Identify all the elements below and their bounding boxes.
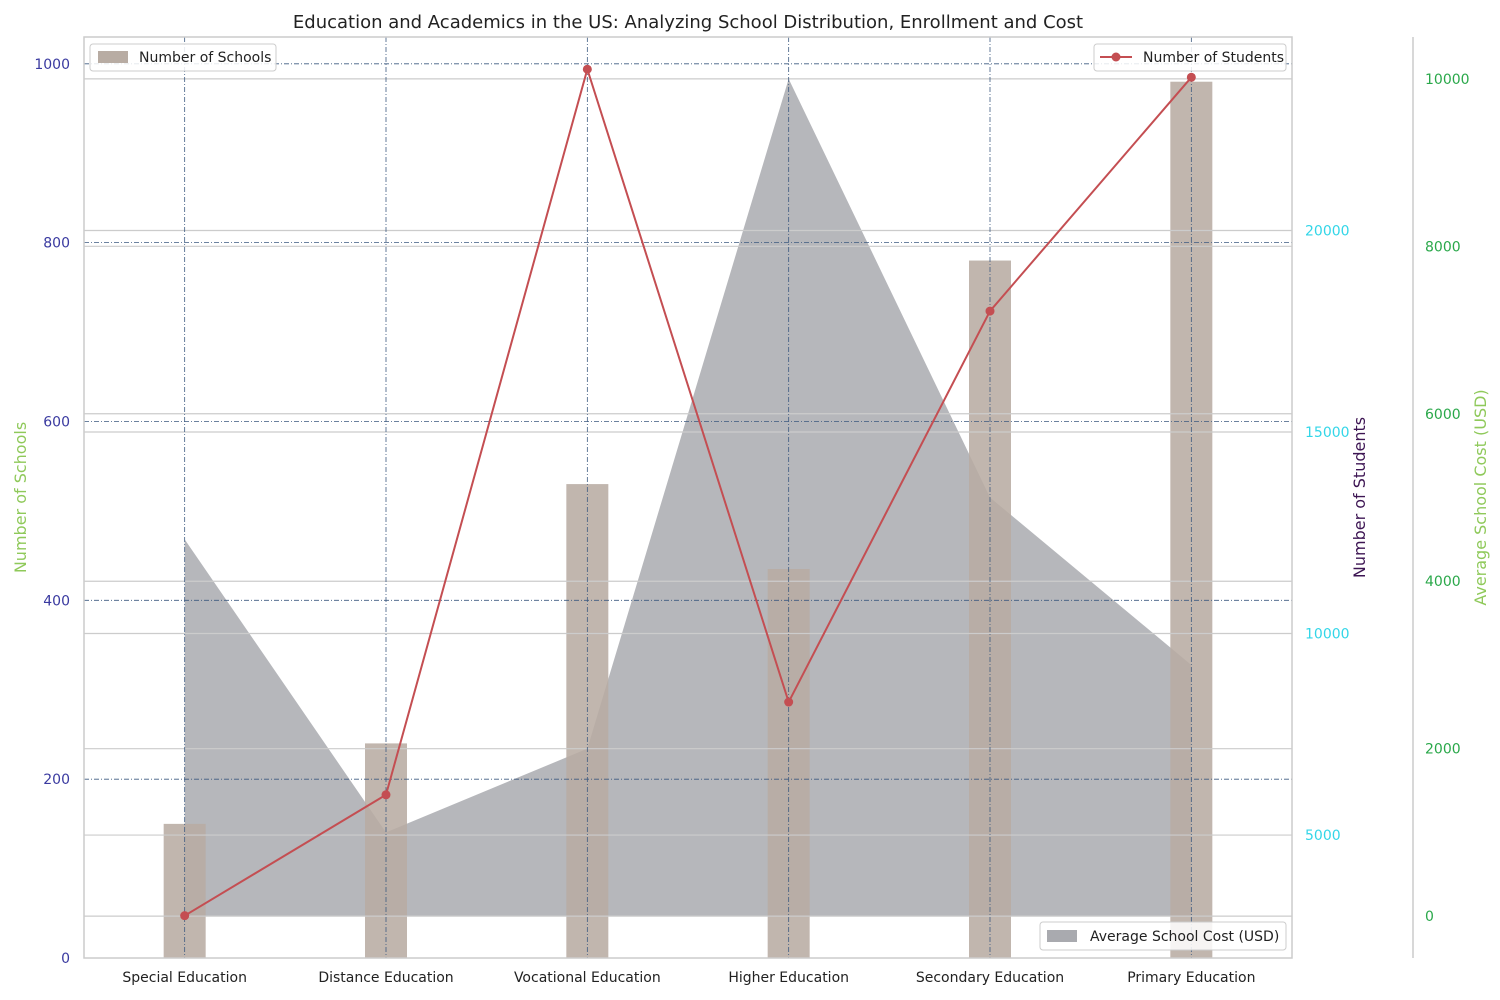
category-tick-label: Primary Education <box>1127 970 1255 986</box>
students-line-layer <box>180 64 1196 921</box>
students-point <box>381 790 391 800</box>
chart-title: Education and Academics in the US: Analy… <box>293 12 1083 33</box>
students-axis-label: Number of Students <box>1350 417 1369 578</box>
schools-axis-label: Number of Schools <box>11 422 30 573</box>
cost-tick-label: 2000 <box>1425 742 1461 758</box>
cost-tick-label: 10000 <box>1425 72 1470 88</box>
legend-students-marker <box>1111 52 1121 62</box>
legend-cost-box <box>1039 921 1287 951</box>
plot-frame <box>83 36 1293 959</box>
schools-tick-label: 200 <box>43 772 70 788</box>
cost-area <box>184 78 1192 917</box>
cost-tick-label: 6000 <box>1425 407 1461 423</box>
category-tick-label: Vocational Education <box>514 970 661 986</box>
legend-schools-swatch <box>98 51 128 63</box>
legends-layer: Number of Schools Number of Students Avera… <box>89 43 1287 951</box>
legend-students-label: Number of Students <box>1143 50 1284 66</box>
cost-tick-label: 0 <box>1425 909 1434 925</box>
students-point <box>1186 72 1196 82</box>
category-tick-label: Secondary Education <box>916 970 1064 986</box>
cost-tick-label: 8000 <box>1425 239 1461 255</box>
students-point <box>180 911 190 921</box>
legend-schools-box <box>89 43 277 72</box>
students-line <box>184 65 1193 917</box>
cost-tick-label: 4000 <box>1425 574 1461 590</box>
category-tick-label: Higher Education <box>728 970 849 986</box>
students-point <box>582 64 592 74</box>
axes-layer: 0 200 400 600 800 1000 5000 10000 15000 20000 0 200… <box>11 36 1490 986</box>
schools-tick-label: 600 <box>43 414 70 430</box>
schools-tick-label: 1000 <box>34 57 70 73</box>
category-tick-label: Special Education <box>122 970 247 986</box>
cost-axis-label: Average School Cost (USD) <box>1471 389 1490 605</box>
legend-students-box <box>1093 43 1287 72</box>
students-tick-label: 15000 <box>1305 425 1350 441</box>
students-point <box>784 697 794 707</box>
category-tick-label: Distance Education <box>318 970 453 986</box>
legend-schools-label: Number of Schools <box>139 50 271 66</box>
cost-area-layer <box>184 78 1192 917</box>
students-tick-label: 5000 <box>1305 828 1341 844</box>
schools-tick-label: 400 <box>43 593 70 609</box>
students-tick-label: 10000 <box>1305 627 1350 643</box>
schools-tick-label: 800 <box>43 236 70 252</box>
students-tick-label: 20000 <box>1305 223 1350 239</box>
legend-cost-swatch <box>1047 930 1077 942</box>
legend-cost-label: Average School Cost (USD) <box>1090 929 1279 945</box>
students-point <box>985 306 995 316</box>
schools-tick-label: 0 <box>61 951 70 967</box>
grid-layer <box>84 37 1292 958</box>
